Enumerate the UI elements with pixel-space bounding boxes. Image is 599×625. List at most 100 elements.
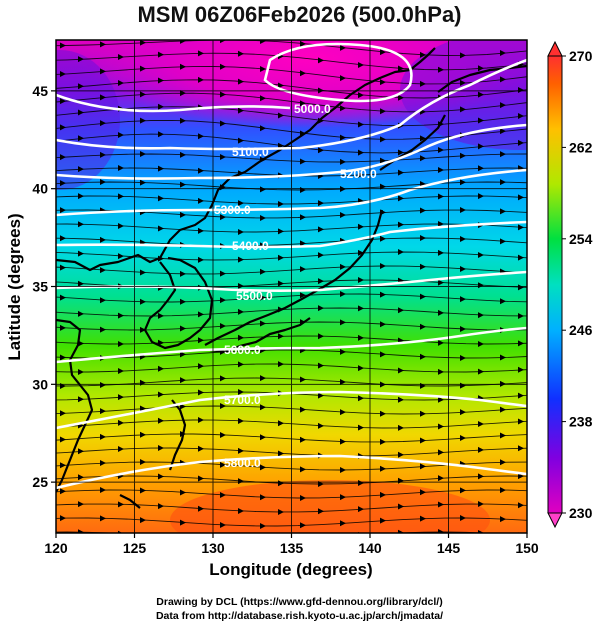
- wind-arrow: [500, 516, 506, 523]
- wind-arrow: [60, 235, 66, 242]
- wind-arrow: [438, 147, 444, 154]
- wind-arrow: [518, 87, 524, 94]
- wind-arrow: [318, 278, 324, 285]
- wind-arrow: [158, 195, 164, 202]
- wind-arrow: [420, 353, 426, 360]
- credit-drawing: Drawing by DCL (https://www.gfd-dennou.o…: [156, 596, 443, 608]
- wind-arrow: [478, 312, 484, 319]
- wind-arrow: [318, 252, 324, 259]
- wind-arrow: [518, 113, 524, 120]
- wind-arrow: [60, 264, 66, 271]
- wind-arrow: [300, 158, 306, 165]
- wind-arrow: [220, 322, 226, 329]
- wind-arrow: [180, 489, 186, 496]
- wind-arrow: [278, 333, 284, 340]
- wind-arrow: [460, 296, 466, 303]
- streamline: [56, 335, 527, 345]
- wind-arrow: [238, 107, 244, 114]
- wind-arrow: [238, 137, 244, 144]
- wind-arrow: [158, 533, 164, 539]
- wind-arrow: [78, 368, 84, 375]
- coastlines: [56, 47, 527, 509]
- wind-arrow: [180, 298, 186, 305]
- wind-arrow: [420, 323, 426, 330]
- wind-arrow: [358, 171, 364, 178]
- wind-arrow: [78, 166, 84, 173]
- streamline: [56, 475, 527, 485]
- wind-arrow: [238, 334, 244, 341]
- wind-arrow: [198, 76, 204, 83]
- wind-arrow: [460, 435, 466, 442]
- wind-arrow: [398, 396, 404, 403]
- wind-arrow: [398, 503, 404, 510]
- wind-arrow: [118, 367, 124, 374]
- y-tick-label: 45: [32, 83, 48, 99]
- streamline: [56, 106, 527, 127]
- wind-arrow: [118, 419, 124, 426]
- wind-arrow: [300, 214, 306, 221]
- wind-arrow: [398, 221, 404, 228]
- wind-arrow: [238, 361, 244, 368]
- wind-arrow: [278, 228, 284, 235]
- wind-arrow: [358, 149, 364, 156]
- wind-arrow: [158, 165, 164, 172]
- x-tick-label: 130: [201, 540, 225, 556]
- wind-arrow: [380, 263, 386, 270]
- wind-arrow: [78, 280, 84, 287]
- wind-arrow: [380, 465, 386, 472]
- wind-arrow: [500, 128, 506, 135]
- wind-arrow: [340, 379, 346, 386]
- wind-arrow: [60, 462, 66, 469]
- colorbar-tick-label: 262: [569, 139, 593, 155]
- wind-arrow: [358, 121, 364, 128]
- wind-arrow: [380, 517, 386, 524]
- wind-arrow: [60, 515, 66, 522]
- wind-arrow: [238, 78, 244, 85]
- wind-arrow: [518, 445, 524, 452]
- wind-arrow: [260, 95, 266, 102]
- wind-arrow: [460, 106, 466, 113]
- wind-arrow: [358, 305, 364, 312]
- wind-arrow: [118, 165, 124, 172]
- x-tick-label: 120: [44, 540, 68, 556]
- wind-arrow: [420, 489, 426, 496]
- wind-arrow: [198, 197, 204, 204]
- wind-arrow: [380, 291, 386, 298]
- wind-arrow: [358, 223, 364, 230]
- wind-arrow: [180, 351, 186, 358]
- wind-arrow: [118, 501, 124, 508]
- streamline: [56, 517, 527, 527]
- streamline: [56, 195, 527, 205]
- contour-5800: [56, 454, 527, 490]
- wind-arrow: [340, 291, 346, 298]
- wind-arrow: [500, 432, 506, 439]
- wind-arrow: [460, 515, 466, 522]
- wind-arrow: [478, 143, 484, 150]
- wind-arrow: [300, 376, 306, 383]
- wind-arrow: [438, 501, 444, 508]
- y-axis-title: Latitude (degrees): [5, 213, 24, 360]
- wind-arrow: [60, 324, 66, 331]
- wind-arrow: [60, 294, 66, 301]
- wind-arrow: [340, 75, 346, 82]
- wind-arrow: [460, 487, 466, 494]
- wind-arrow: [340, 263, 346, 270]
- wind-arrow: [438, 249, 444, 256]
- contour-label-5500: 5500.0: [236, 289, 273, 303]
- wind-arrow: [180, 90, 186, 97]
- wind-arrow: [318, 508, 324, 515]
- wind-arrow: [318, 226, 324, 233]
- streamline: [56, 447, 527, 457]
- wind-arrow: [198, 475, 204, 482]
- wind-arrow: [100, 297, 106, 304]
- y-axis-ticks: 25 30 35 40 45: [32, 83, 56, 490]
- wind-arrow: [460, 265, 466, 272]
- streamline: [56, 363, 527, 373]
- wind-arrow: [180, 325, 186, 332]
- wind-arrow: [460, 179, 466, 186]
- wind-arrow: [380, 79, 386, 86]
- contour-label-5300: 5300.0: [214, 203, 251, 217]
- wind-arrow: [260, 320, 266, 327]
- wind-arrow: [158, 312, 164, 319]
- contour-5200: [56, 123, 527, 180]
